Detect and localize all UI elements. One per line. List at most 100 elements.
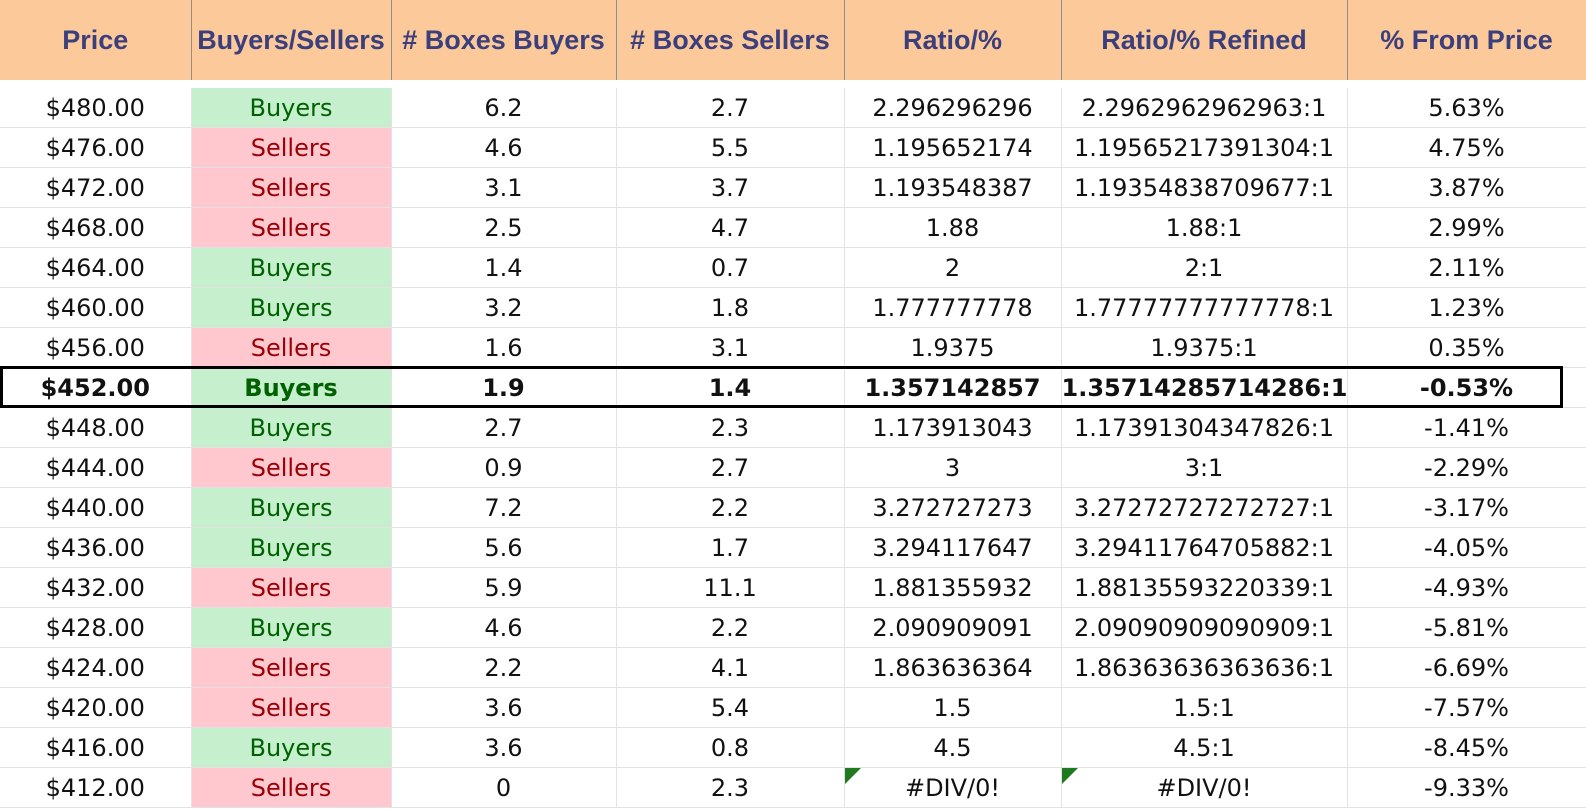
ratio-refined-cell[interactable]: 1.5:1 (1061, 687, 1348, 728)
side-cell[interactable]: Buyers (191, 527, 392, 568)
boxes-sellers-cell[interactable]: 2.3 (616, 407, 845, 448)
side-cell[interactable]: Buyers (191, 247, 392, 288)
ratio-refined-cell[interactable]: 1.35714285714286:1 (1061, 367, 1348, 408)
ratio-cell[interactable]: 1.881355932 (844, 567, 1062, 608)
ratio-cell[interactable]: 1.357142857 (844, 367, 1062, 408)
ratio-cell[interactable]: 2.296296296 (844, 88, 1062, 128)
side-cell[interactable]: Sellers (191, 567, 392, 608)
price-cell[interactable]: $452.00 (0, 367, 192, 408)
header-price[interactable]: Price (0, 0, 192, 80)
from-price-cell[interactable]: 2.11% (1347, 247, 1586, 288)
price-cell[interactable]: $448.00 (0, 407, 192, 448)
from-price-cell[interactable]: -7.57% (1347, 687, 1586, 728)
price-cell[interactable]: $436.00 (0, 527, 192, 568)
ratio-refined-cell[interactable]: 1.86363636363636:1 (1061, 647, 1348, 688)
side-cell[interactable]: Buyers (191, 367, 392, 408)
boxes-sellers-cell[interactable]: 4.7 (616, 207, 845, 248)
ratio-refined-cell[interactable]: 2:1 (1061, 247, 1348, 288)
ratio-cell[interactable]: 1.777777778 (844, 287, 1062, 328)
ratio-refined-cell[interactable]: 2.09090909090909:1 (1061, 607, 1348, 648)
boxes-buyers-cell[interactable]: 4.6 (391, 127, 617, 168)
price-cell[interactable]: $464.00 (0, 247, 192, 288)
ratio-cell[interactable]: 1.88 (844, 207, 1062, 248)
ratio-refined-cell[interactable]: #DIV/0! (1061, 767, 1348, 808)
from-price-cell[interactable]: 5.63% (1347, 88, 1586, 128)
price-cell[interactable]: $456.00 (0, 327, 192, 368)
from-price-cell[interactable]: -3.17% (1347, 487, 1586, 528)
error-indicator-icon[interactable] (844, 768, 861, 784)
boxes-sellers-cell[interactable]: 1.7 (616, 527, 845, 568)
header-from-price[interactable]: % From Price (1347, 0, 1586, 80)
ratio-refined-cell[interactable]: 1.77777777777778:1 (1061, 287, 1348, 328)
boxes-buyers-cell[interactable]: 6.2 (391, 88, 617, 128)
boxes-buyers-cell[interactable]: 3.1 (391, 167, 617, 208)
side-cell[interactable]: Buyers (191, 487, 392, 528)
side-cell[interactable]: Sellers (191, 767, 392, 808)
side-cell[interactable]: Sellers (191, 447, 392, 488)
boxes-sellers-cell[interactable]: 5.5 (616, 127, 845, 168)
side-cell[interactable]: Buyers (191, 287, 392, 328)
side-cell[interactable]: Sellers (191, 207, 392, 248)
ratio-cell[interactable]: 4.5 (844, 727, 1062, 768)
from-price-cell[interactable]: -9.33% (1347, 767, 1586, 808)
ratio-cell[interactable]: 1.9375 (844, 327, 1062, 368)
side-cell[interactable]: Sellers (191, 687, 392, 728)
ratio-refined-cell[interactable]: 1.88135593220339:1 (1061, 567, 1348, 608)
price-cell[interactable]: $472.00 (0, 167, 192, 208)
header-ratio-refined[interactable]: Ratio/% Refined (1061, 0, 1348, 80)
header-buyers-sellers[interactable]: Buyers/Sellers (191, 0, 392, 80)
ratio-cell[interactable]: 3.294117647 (844, 527, 1062, 568)
from-price-cell[interactable]: -4.93% (1347, 567, 1586, 608)
header-boxes-buyers[interactable]: # Boxes Buyers (391, 0, 617, 80)
boxes-buyers-cell[interactable]: 7.2 (391, 487, 617, 528)
from-price-cell[interactable]: -6.69% (1347, 647, 1586, 688)
boxes-sellers-cell[interactable]: 2.3 (616, 767, 845, 808)
from-price-cell[interactable]: 4.75% (1347, 127, 1586, 168)
from-price-cell[interactable]: -5.81% (1347, 607, 1586, 648)
boxes-sellers-cell[interactable]: 5.4 (616, 687, 845, 728)
ratio-cell[interactable]: 2.090909091 (844, 607, 1062, 648)
boxes-buyers-cell[interactable]: 4.6 (391, 607, 617, 648)
ratio-refined-cell[interactable]: 3:1 (1061, 447, 1348, 488)
boxes-buyers-cell[interactable]: 1.6 (391, 327, 617, 368)
ratio-cell[interactable]: 1.193548387 (844, 167, 1062, 208)
price-cell[interactable]: $444.00 (0, 447, 192, 488)
ratio-refined-cell[interactable]: 3.27272727272727:1 (1061, 487, 1348, 528)
boxes-sellers-cell[interactable]: 3.7 (616, 167, 845, 208)
ratio-refined-cell[interactable]: 2.2962962962963:1 (1061, 88, 1348, 128)
boxes-buyers-cell[interactable]: 2.5 (391, 207, 617, 248)
from-price-cell[interactable]: -8.45% (1347, 727, 1586, 768)
price-cell[interactable]: $432.00 (0, 567, 192, 608)
side-cell[interactable]: Sellers (191, 327, 392, 368)
price-cell[interactable]: $440.00 (0, 487, 192, 528)
side-cell[interactable]: Sellers (191, 127, 392, 168)
price-cell[interactable]: $476.00 (0, 127, 192, 168)
boxes-sellers-cell[interactable]: 2.2 (616, 607, 845, 648)
side-cell[interactable]: Sellers (191, 167, 392, 208)
ratio-cell[interactable]: #DIV/0! (844, 767, 1062, 808)
price-cell[interactable]: $428.00 (0, 607, 192, 648)
from-price-cell[interactable]: -1.41% (1347, 407, 1586, 448)
from-price-cell[interactable]: -0.53% (1347, 367, 1586, 408)
side-cell[interactable]: Buyers (191, 607, 392, 648)
boxes-buyers-cell[interactable]: 5.9 (391, 567, 617, 608)
price-cell[interactable]: $424.00 (0, 647, 192, 688)
boxes-buyers-cell[interactable]: 3.6 (391, 687, 617, 728)
boxes-buyers-cell[interactable]: 1.4 (391, 247, 617, 288)
boxes-sellers-cell[interactable]: 3.1 (616, 327, 845, 368)
boxes-sellers-cell[interactable]: 2.2 (616, 487, 845, 528)
from-price-cell[interactable]: -2.29% (1347, 447, 1586, 488)
boxes-buyers-cell[interactable]: 1.9 (391, 367, 617, 408)
boxes-buyers-cell[interactable]: 2.7 (391, 407, 617, 448)
ratio-refined-cell[interactable]: 3.29411764705882:1 (1061, 527, 1348, 568)
from-price-cell[interactable]: 2.99% (1347, 207, 1586, 248)
boxes-buyers-cell[interactable]: 2.2 (391, 647, 617, 688)
ratio-cell[interactable]: 1.5 (844, 687, 1062, 728)
boxes-sellers-cell[interactable]: 0.8 (616, 727, 845, 768)
ratio-cell[interactable]: 1.863636364 (844, 647, 1062, 688)
ratio-cell[interactable]: 1.173913043 (844, 407, 1062, 448)
price-cell[interactable]: $468.00 (0, 207, 192, 248)
boxes-sellers-cell[interactable]: 2.7 (616, 88, 845, 128)
boxes-sellers-cell[interactable]: 4.1 (616, 647, 845, 688)
boxes-buyers-cell[interactable]: 3.6 (391, 727, 617, 768)
